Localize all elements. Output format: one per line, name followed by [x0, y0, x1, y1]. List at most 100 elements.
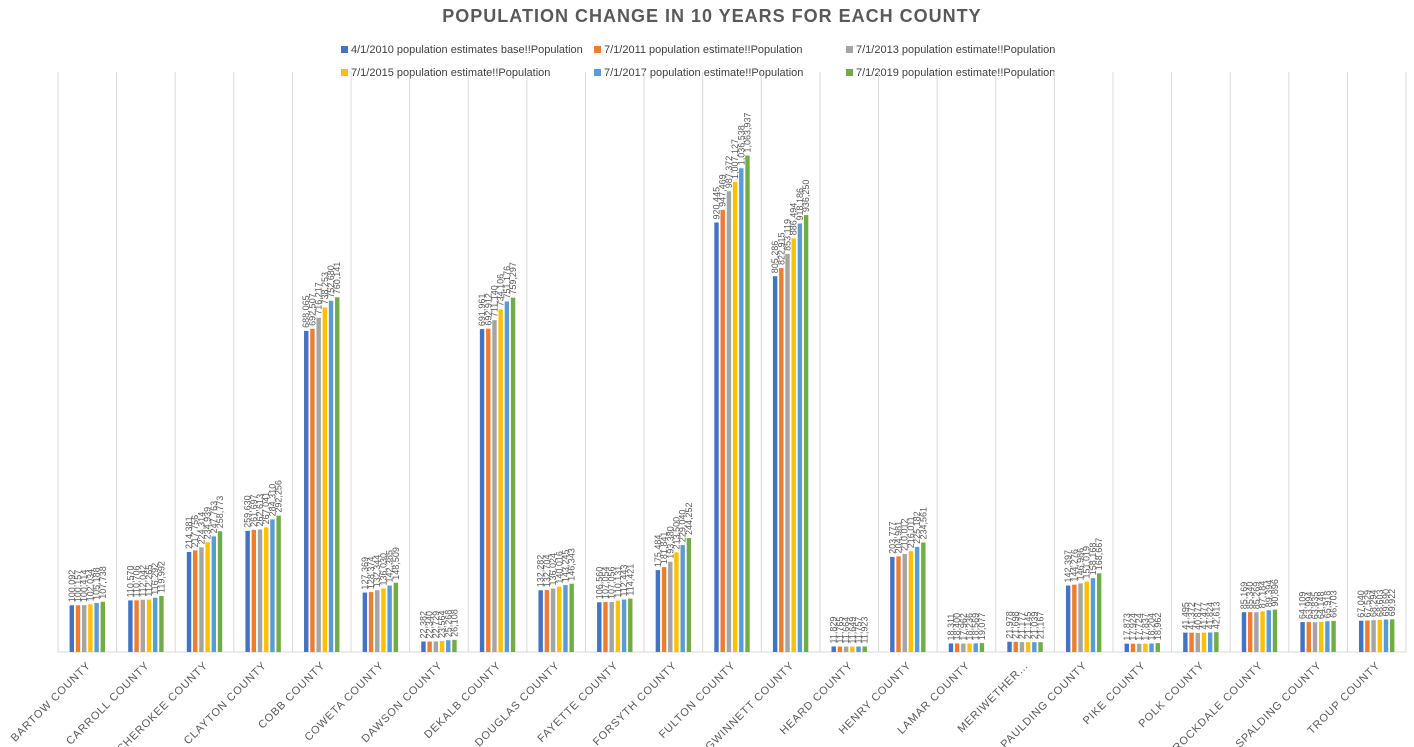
data-label: 17,837 [1140, 613, 1150, 641]
data-label: 936,250 [801, 180, 811, 213]
bar [779, 267, 784, 652]
data-label: 11,757 [854, 617, 864, 644]
data-label: 752,680 [326, 265, 336, 298]
data-label: 805,286 [770, 241, 780, 274]
legend-item: 7/1/2019 population estimate!!Population [846, 66, 1055, 80]
data-label: 18,962 [1153, 613, 1163, 641]
bar [797, 223, 803, 653]
data-label: 142,385 [385, 550, 395, 583]
data-label: 22,340 [425, 611, 435, 639]
legend-label: 7/1/2013 population estimate!!Population [856, 44, 1056, 56]
bar [1096, 573, 1102, 652]
data-label: 18,311 [946, 614, 956, 641]
data-label: 146,343 [567, 548, 577, 581]
data-label: 67,040 [1356, 590, 1366, 618]
legend-item: 7/1/2017 population estimate!!Population [594, 66, 803, 80]
bar [1247, 612, 1253, 652]
bar [979, 643, 985, 652]
bar [393, 582, 399, 652]
bar [205, 542, 210, 652]
data-label: 64,109 [1298, 592, 1308, 620]
data-label: 63,835 [1310, 592, 1320, 620]
data-label: 107,056 [607, 566, 617, 599]
data-label: 886,494 [789, 203, 799, 236]
bar [375, 590, 380, 652]
bar [1189, 632, 1194, 652]
bar [381, 588, 386, 652]
bar [948, 643, 954, 652]
data-label: 691,961 [477, 294, 487, 327]
bar [1019, 642, 1025, 652]
data-label: 734,106 [496, 274, 506, 307]
bar [146, 599, 152, 652]
bar [1183, 632, 1188, 652]
bar [1207, 632, 1213, 652]
data-label: 175,484 [653, 535, 663, 568]
bar [850, 646, 855, 652]
bar [1072, 584, 1077, 652]
bar [1260, 611, 1265, 652]
bar [257, 529, 263, 652]
data-label: 136,030 [378, 553, 388, 586]
data-label: 920,445 [712, 187, 722, 220]
bar [328, 300, 334, 652]
data-label: 247,763 [209, 501, 219, 534]
legend-label: 7/1/2015 population estimate!!Population [351, 67, 551, 79]
bar [75, 605, 81, 652]
data-label: 213,500 [671, 517, 681, 550]
data-label: 64,148 [1316, 592, 1326, 620]
data-label: 136,024 [548, 553, 558, 586]
data-label: 11,765 [835, 617, 845, 644]
bar [486, 328, 491, 652]
data-label: 26,108 [449, 609, 459, 637]
bar [1358, 620, 1364, 652]
data-label: 225,182 [912, 511, 922, 544]
data-label: 716,217 [314, 282, 324, 315]
data-label: 144,276 [1069, 549, 1079, 582]
data-label: 116,292 [150, 563, 160, 595]
chart-title: POPULATION CHANGE IN 10 YEARS FOR EACH C… [442, 6, 982, 26]
data-label: 21,167 [1036, 612, 1046, 640]
bar [973, 643, 978, 652]
bar [609, 602, 614, 652]
bar [967, 643, 972, 652]
data-label: 85,269 [1251, 582, 1261, 610]
data-label: 107,738 [98, 566, 108, 599]
bar [433, 641, 439, 652]
data-label: 85,169 [1239, 582, 1249, 610]
legend-swatch [846, 46, 853, 53]
data-label: 42,613 [1211, 602, 1221, 630]
legend-item: 7/1/2015 population estimate!!Population [341, 66, 550, 80]
data-label: 105,188 [92, 567, 102, 600]
bar [544, 590, 550, 652]
bar [1130, 643, 1136, 652]
bar [1201, 632, 1207, 652]
data-label: 168,667 [1094, 538, 1104, 571]
bar [961, 643, 966, 652]
bar [1155, 643, 1160, 652]
legend-swatch [341, 69, 348, 76]
bar [1149, 643, 1154, 652]
legend-swatch [341, 46, 348, 53]
bar [510, 297, 516, 652]
legend-item: 4/1/2010 population estimates base!!Popu… [341, 43, 583, 57]
data-label: 217,756 [190, 515, 200, 548]
bar [217, 531, 223, 652]
bar [504, 301, 510, 652]
bar [1254, 612, 1259, 652]
bar [446, 640, 451, 652]
bar [1032, 642, 1037, 652]
bar [304, 330, 309, 652]
bar [316, 317, 321, 652]
data-label: 204,981 [894, 521, 904, 554]
data-label: 68,294 [1369, 590, 1379, 618]
bar [668, 561, 673, 652]
data-label: 41,824 [1205, 602, 1215, 630]
bar [597, 602, 602, 652]
bar [310, 328, 315, 652]
bar [1371, 620, 1376, 652]
data-label: 853,119 [783, 219, 793, 251]
bar [1383, 619, 1389, 652]
data-label: 759,297 [508, 262, 518, 295]
data-label: 17,962 [958, 613, 968, 641]
